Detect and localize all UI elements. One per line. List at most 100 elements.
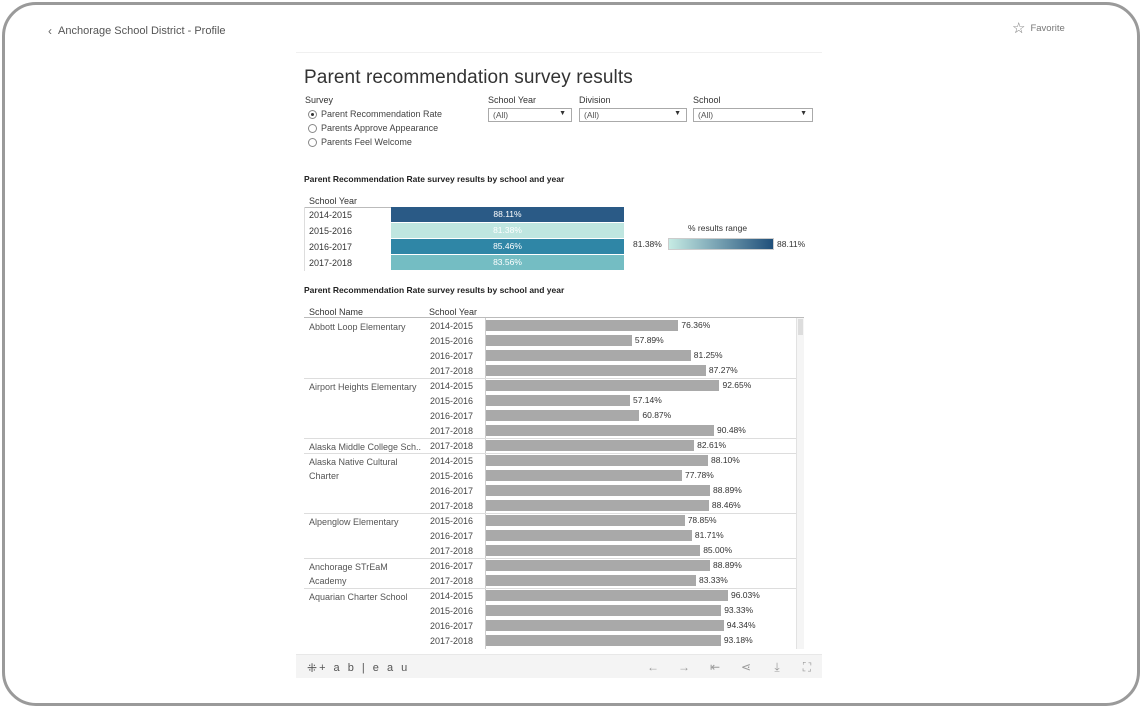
bar-row: 2016-2017 88.89% (304, 559, 804, 574)
bar[interactable] (486, 425, 714, 436)
bar-value-label: 92.65% (722, 380, 752, 390)
bar-year-label: 2014-2015 (430, 321, 474, 331)
school-separator (304, 558, 796, 559)
bar[interactable] (486, 365, 706, 376)
bar[interactable] (486, 530, 692, 541)
bar[interactable] (486, 380, 720, 391)
barchart-title: Parent Recommendation Rate survey result… (304, 285, 565, 295)
bar-row: 2015-2016 77.78% (304, 469, 804, 484)
bar-value-label: 57.14% (632, 395, 662, 405)
bar[interactable] (486, 575, 696, 586)
school-separator (304, 453, 796, 454)
bar-row: 2014-2015 96.03% (304, 589, 804, 604)
bar-value-label: 90.48% (717, 425, 746, 435)
radio-parents-approve-appearance[interactable]: Parents Approve Appearance (308, 123, 438, 133)
tableau-logo-text: + a b | e a u (319, 662, 410, 674)
heatmap-cell[interactable]: 81.38% (391, 223, 624, 238)
bar-year-label: 2017-2018 (430, 576, 474, 586)
bar-row: 2014-2015 88.10% (304, 454, 804, 469)
back-link[interactable]: ‹ Anchorage School District - Profile (48, 24, 226, 38)
bar[interactable] (486, 455, 708, 466)
favorite-label: Favorite (1030, 23, 1065, 34)
share-icon[interactable]: ⋖ (740, 660, 752, 674)
heatmap-title: Parent Recommendation Rate survey result… (304, 174, 565, 184)
bar-value-label: 94.34% (726, 620, 756, 630)
bar-value-label: 82.61% (697, 440, 727, 450)
tableau-viz: Parent recommendation survey results Sur… (296, 52, 822, 678)
bar-year-label: 2017-2018 (430, 366, 474, 376)
undo-icon[interactable]: ← (647, 660, 659, 674)
viz-title: Parent recommendation survey results (304, 67, 633, 88)
favorite-button[interactable]: ☆ Favorite (1012, 21, 1065, 36)
heatmap-row: 2015-2016 81.38% (304, 223, 624, 239)
bar[interactable] (486, 470, 682, 481)
bar-year-label: 2015-2016 (430, 606, 474, 616)
heatmap-cell[interactable]: 83.56% (391, 255, 624, 270)
bar-row: 2017-2018 88.46% (304, 499, 804, 514)
tableau-logo[interactable]: ⁜ + a b | e a u (307, 661, 410, 675)
bar-year-label: 2015-2016 (430, 471, 474, 481)
bar-row: 2017-2018 90.48% (304, 424, 804, 439)
bar-value-label: 88.10% (711, 455, 740, 465)
bar-value-label: 85.00% (703, 545, 733, 555)
scroll-thumb[interactable] (798, 319, 803, 335)
caret-down-icon: ▼ (559, 110, 566, 117)
barchart[interactable]: Abbott Loop Elementary 2014-2015 76.36% 201… (304, 317, 804, 649)
school-dropdown[interactable]: (All) ▼ (693, 108, 813, 122)
back-link-label: Anchorage School District - Profile (58, 25, 226, 37)
heatmap-year-label: 2014-2015 (309, 210, 353, 220)
legend-title: % results range (688, 223, 748, 233)
bar-value-label: 60.87% (642, 410, 672, 420)
bar[interactable] (486, 335, 632, 346)
heatmap-cell[interactable]: 85.46% (391, 239, 624, 254)
bar-year-label: 2017-2018 (430, 441, 474, 451)
redo-icon[interactable]: → (678, 660, 690, 674)
school-separator (304, 588, 796, 589)
legend-min: 81.38% (633, 239, 662, 249)
bar-row: 2017-2018 93.18% (304, 634, 804, 649)
fullscreen-icon[interactable]: ⛶ (802, 660, 812, 674)
radio-unchecked-icon (308, 137, 317, 147)
bar-year-label: 2017-2018 (430, 426, 474, 436)
revert-icon[interactable]: ⇤ (709, 660, 721, 674)
bar[interactable] (486, 515, 685, 526)
bar[interactable] (486, 320, 679, 331)
barchart-school-header: School Name (309, 307, 364, 317)
bar[interactable] (486, 440, 695, 451)
bar[interactable] (486, 410, 640, 421)
bar-value-label: 88.89% (713, 560, 742, 570)
barchart-year-header: School Year (429, 307, 478, 317)
bar-year-label: 2014-2015 (430, 456, 474, 466)
radio-label: Parents Approve Appearance (321, 123, 439, 133)
school-separator (304, 378, 796, 379)
school-year-dropdown[interactable]: (All) ▼ (488, 108, 572, 122)
bar-axis-line (485, 318, 486, 649)
radio-label: Parents Feel Welcome (321, 137, 412, 147)
bar[interactable] (486, 350, 691, 361)
division-dropdown[interactable]: (All) ▼ (579, 108, 687, 122)
bar[interactable] (486, 485, 710, 496)
bar-year-label: 2016-2017 (430, 411, 474, 421)
bar[interactable] (486, 590, 728, 601)
bar[interactable] (486, 560, 710, 571)
bar[interactable] (486, 545, 701, 556)
scrollbar[interactable] (796, 318, 804, 649)
caret-down-icon: ▼ (800, 110, 807, 117)
bar-row: 2016-2017 60.87% (304, 409, 804, 424)
bar[interactable] (486, 620, 724, 631)
bar[interactable] (486, 395, 630, 406)
heatmap-cell[interactable]: 88.11% (391, 207, 624, 222)
heatmap-left-border (304, 207, 305, 271)
bar-row: 2015-2016 93.33% (304, 604, 804, 619)
school-name-label: Airport Heights Elementary (309, 382, 417, 392)
heatmap-row: 2014-2015 88.11% (304, 207, 624, 223)
heatmap-year-label: 2015-2016 (309, 226, 353, 236)
bar[interactable] (486, 635, 721, 646)
radio-parents-feel-welcome[interactable]: Parents Feel Welcome (308, 137, 412, 147)
bar[interactable] (486, 500, 709, 511)
bar-row: 2015-2016 57.89% (304, 334, 804, 349)
download-icon[interactable]: ⤓ (774, 660, 780, 674)
radio-parent-recommendation[interactable]: Parent Recommendation Rate (308, 109, 442, 119)
bar[interactable] (486, 605, 722, 616)
legend-gradient (668, 238, 774, 250)
